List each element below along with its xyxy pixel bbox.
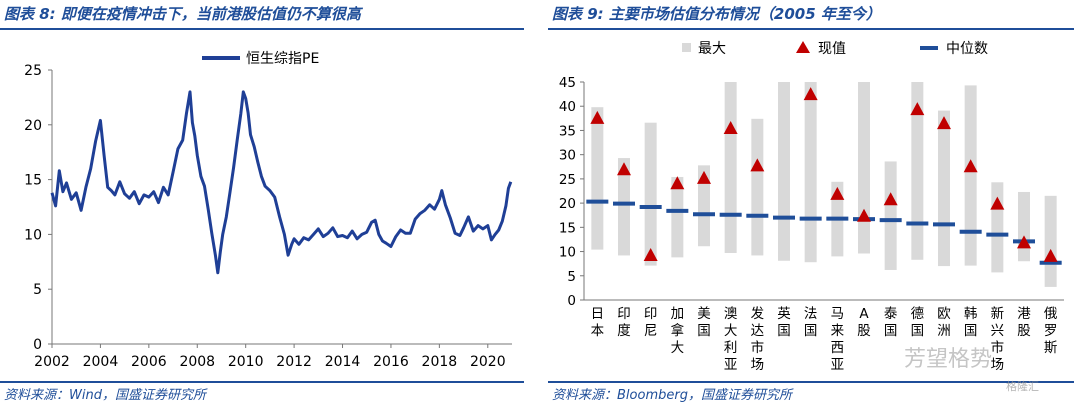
- y-tick-label: 0: [33, 337, 42, 353]
- x-category-label: 新兴市场: [991, 306, 1005, 373]
- current-value-marker: [697, 170, 711, 184]
- y-tick-label: 20: [24, 118, 42, 134]
- current-value-marker: [723, 121, 738, 135]
- x-category-label: 法国: [804, 306, 818, 339]
- x-category-label: 马来西亚: [831, 306, 845, 373]
- watermark-text: 芳望格势: [904, 347, 993, 372]
- range-bar: [884, 161, 897, 270]
- x-tick-label: 2012: [276, 354, 312, 370]
- range-bar: [938, 110, 950, 267]
- x-tick-label: 2020: [470, 354, 506, 370]
- y-tick-label: 40: [559, 99, 576, 115]
- y-tick-label: 45: [559, 75, 576, 91]
- x-tick-label: 2016: [373, 354, 409, 370]
- y-tick-label: 30: [559, 148, 576, 164]
- range-bar: [778, 82, 790, 261]
- x-tick-label: 2010: [228, 354, 264, 370]
- y-tick-label: 5: [33, 282, 42, 298]
- range-bar: [698, 165, 710, 247]
- range-bar: [644, 122, 657, 266]
- x-category-label: 印尼: [644, 306, 658, 339]
- current-value-marker: [990, 196, 1005, 210]
- x-category-label: 德国: [911, 306, 925, 339]
- current-value-marker: [1043, 248, 1058, 262]
- y-tick-label: 15: [24, 173, 42, 189]
- x-category-label: 美国: [697, 306, 711, 339]
- current-value-marker: [643, 247, 658, 261]
- current-value-marker: [670, 176, 685, 190]
- y-tick-label: 0: [567, 293, 576, 309]
- x-tick-label: 2006: [131, 354, 167, 370]
- y-tick-label: 25: [24, 63, 42, 79]
- legend-label-median: 中位数: [946, 41, 988, 57]
- range-bar: [858, 82, 870, 254]
- y-tick-label: 5: [567, 269, 576, 285]
- valuation-range-chart: 0 5 10 15 20 25 30 35 40 45 日本印度印尼加拿大美国澳大利亚发达市场英国法…: [559, 41, 1064, 373]
- right-chart-title: 图表 9: 主要市场估值分布情况（2005 年至今）: [552, 5, 881, 23]
- y-tick-label: 10: [24, 227, 42, 243]
- legend-swatch-current: [796, 41, 810, 53]
- right-source-note: 资料来源：Bloomberg，国盛证券研究所: [552, 388, 792, 403]
- x-tick-label: 2014: [325, 354, 361, 370]
- range-bar: [991, 182, 1004, 273]
- current-value-marker: [883, 192, 898, 206]
- left-title-rule: [0, 28, 524, 30]
- x-category-label: 泰国: [884, 306, 898, 339]
- pe-line-chart: 0 5 10 15 20 25 2002 2004 2006 2008 2010 2012 2014 20…: [24, 51, 513, 370]
- left-source-rule: [0, 381, 524, 383]
- left-chart-panel: 图表 8: 即便在疫情冲击下，当前港股估值仍不算很高 0 5 10 15 20 25 200…: [0, 0, 530, 405]
- watermark-logo-text: 格隆汇: [1006, 380, 1039, 393]
- range-bar: [964, 85, 977, 266]
- current-value-marker: [937, 116, 951, 130]
- series-line-hsci-pe: [50, 90, 513, 275]
- x-category-label: 日本: [591, 306, 605, 339]
- x-tick-label: 2002: [34, 354, 70, 370]
- left-chart-title: 图表 8: 即便在疫情冲击下，当前港股估值仍不算很高: [4, 5, 361, 23]
- legend-label-hsci-pe: 恒生综指PE: [246, 51, 319, 67]
- right-title-rule: [548, 28, 1074, 30]
- range-bar: [911, 82, 924, 260]
- current-value-marker: [617, 162, 631, 176]
- current-value-marker: [910, 102, 925, 116]
- x-category-label: 加拿大: [671, 306, 685, 356]
- range-bar: [1044, 195, 1057, 287]
- y-tick-label: 25: [559, 172, 576, 188]
- x-category-label: 发达市场: [751, 306, 765, 373]
- current-value-marker: [803, 87, 818, 101]
- legend-label-current: 现值: [818, 41, 846, 57]
- x-category-label: 印度: [617, 306, 631, 339]
- right-chart-panel: 图表 9: 主要市场估值分布情况（2005 年至今） 0 5 10 15 20 25 30 3…: [548, 0, 1080, 405]
- range-bar: [724, 82, 737, 254]
- left-source-note: 资料来源：Wind，国盛证券研究所: [4, 388, 206, 403]
- x-category-label: 港股: [1017, 306, 1031, 339]
- x-tick-label: 2018: [422, 354, 458, 370]
- y-tick-label: 20: [559, 196, 576, 212]
- range-bar: [1018, 191, 1030, 262]
- x-tick-label: 2008: [179, 354, 215, 370]
- legend-swatch-max: [682, 43, 691, 52]
- current-value-marker: [750, 158, 765, 172]
- x-category-label: 韩国: [964, 306, 978, 339]
- x-tick-label: 2004: [83, 354, 119, 370]
- range-bar: [804, 82, 817, 263]
- current-value-marker: [963, 159, 978, 173]
- current-value-marker: [857, 208, 871, 222]
- y-tick-label: 15: [559, 220, 576, 236]
- x-category-label: 俄罗斯: [1044, 306, 1058, 356]
- x-category-label: 英国: [777, 305, 791, 339]
- y-tick-label: 35: [559, 123, 576, 139]
- range-bar: [671, 176, 684, 258]
- current-value-marker: [830, 186, 845, 200]
- current-value-marker: [590, 110, 605, 124]
- range-bar: [751, 118, 764, 256]
- legend-label-max: 最大: [698, 41, 726, 57]
- range-bar: [591, 107, 604, 250]
- y-tick-label: 10: [559, 245, 576, 261]
- range-bar: [618, 158, 630, 256]
- right-source-rule: [548, 381, 1074, 383]
- x-category-label: 欧洲: [937, 306, 951, 339]
- current-value-marker: [1017, 235, 1031, 249]
- x-category-label: 澳大利亚: [724, 306, 738, 373]
